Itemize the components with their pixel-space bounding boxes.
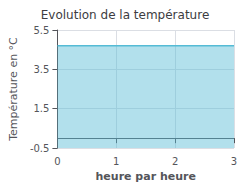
svg-text:1: 1 — [113, 156, 119, 167]
svg-text:3: 3 — [231, 156, 237, 167]
svg-text:heure par heure: heure par heure — [96, 170, 196, 183]
svg-text:Température en °C: Température en °C — [7, 37, 20, 142]
svg-text:0: 0 — [54, 156, 60, 167]
svg-text:1.5: 1.5 — [34, 103, 50, 114]
svg-text:-0.5: -0.5 — [30, 143, 50, 154]
svg-text:Evolution de la température: Evolution de la température — [41, 8, 210, 22]
svg-text:2: 2 — [172, 156, 178, 167]
svg-text:5.5: 5.5 — [34, 25, 50, 36]
svg-text:3.5: 3.5 — [34, 64, 50, 75]
